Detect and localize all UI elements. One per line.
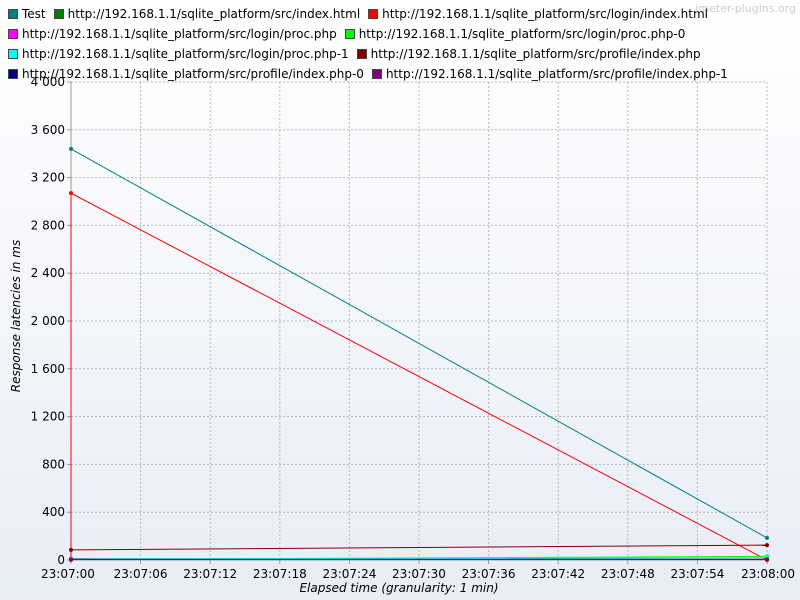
legend-item: http://192.168.1.1/sqlite_platform/src/i… (53, 4, 361, 24)
series-line (70, 148, 768, 539)
y-tick-label: 2 000 (31, 314, 65, 328)
legend-label: http://192.168.1.1/sqlite_platform/src/l… (358, 27, 686, 41)
x-tick-label: 23:07:30 (392, 567, 446, 581)
y-tick-label: 4 000 (31, 75, 65, 89)
legend-swatch (8, 49, 18, 59)
legend-item: http://192.168.1.1/sqlite_platform/src/l… (8, 24, 337, 44)
legend-item: Test (8, 4, 46, 24)
watermark: jmeter-plugins.org (695, 2, 796, 15)
data-point (69, 146, 73, 151)
legend-swatch (8, 29, 18, 39)
y-tick-label: 400 (42, 505, 65, 519)
legend-swatch (368, 9, 379, 19)
x-tick-label: 23:07:18 (253, 567, 307, 581)
x-axis-title: Elapsed time (granularity: 1 min) (299, 581, 498, 595)
data-point (69, 557, 73, 562)
legend: Test http://192.168.1.1/sqlite_platform/s… (8, 4, 768, 84)
legend-label: Test (22, 7, 46, 21)
legend-label: http://192.168.1.1/sqlite_platform/src/l… (22, 27, 337, 41)
legend-label: http://192.168.1.1/sqlite_platform/src/l… (22, 47, 349, 61)
y-axis-title: Response latencies in ms (9, 240, 23, 392)
series-line (70, 192, 768, 561)
x-tick-label: 23:07:06 (114, 567, 168, 581)
data-point (765, 543, 769, 548)
legend-item: http://192.168.1.1/sqlite_platform/src/p… (8, 64, 364, 84)
legend-item: http://192.168.1.1/sqlite_platform/src/l… (344, 24, 686, 44)
x-tick-label: 23:08:00 (741, 567, 795, 581)
y-tick-label: 3 600 (31, 123, 65, 137)
y-tick-label: 2 800 (31, 218, 65, 232)
x-tick-label: 23:07:24 (322, 567, 376, 581)
legend-swatch (356, 49, 367, 59)
legend-label: http://192.168.1.1/sqlite_platform/src/p… (385, 67, 728, 81)
legend-label: http://192.168.1.1/sqlite_platform/src/i… (67, 7, 361, 21)
y-tick-label: 1 200 (31, 410, 65, 424)
legend-swatch (8, 69, 18, 79)
legend-swatch (53, 9, 64, 19)
series-line (70, 557, 768, 560)
legend-label: http://192.168.1.1/sqlite_platform/src/p… (22, 67, 364, 81)
legend-swatch (371, 69, 382, 79)
y-tick-label: 800 (42, 457, 65, 471)
data-point (765, 535, 769, 540)
y-tick-label: 1 600 (31, 362, 65, 376)
legend-item: http://192.168.1.1/sqlite_platform/src/p… (371, 64, 728, 84)
data-point (69, 191, 73, 196)
legend-item: http://192.168.1.1/sqlite_platform/src/p… (356, 44, 701, 64)
legend-swatch (8, 9, 18, 19)
x-tick-label: 23:07:48 (601, 567, 655, 581)
x-tick-label: 23:07:36 (462, 567, 516, 581)
x-tick-label: 23:07:12 (183, 567, 237, 581)
series-line (70, 544, 768, 551)
legend-label: http://192.168.1.1/sqlite_platform/src/l… (382, 7, 708, 21)
legend-item: http://192.168.1.1/sqlite_platform/src/l… (8, 44, 349, 64)
y-tick-label: 3 200 (31, 171, 65, 185)
legend-swatch (344, 29, 355, 39)
y-tick-label: 2 400 (31, 266, 65, 280)
x-tick-label: 23:07:42 (531, 567, 585, 581)
y-tick-label: 0 (57, 553, 65, 567)
data-point (69, 547, 73, 552)
legend-item: http://192.168.1.1/sqlite_platform/src/l… (368, 4, 708, 24)
legend-label: http://192.168.1.1/sqlite_platform/src/p… (370, 47, 701, 61)
x-tick-label: 23:07:00 (41, 567, 95, 581)
x-tick-label: 23:07:54 (670, 567, 724, 581)
data-point (765, 557, 769, 562)
